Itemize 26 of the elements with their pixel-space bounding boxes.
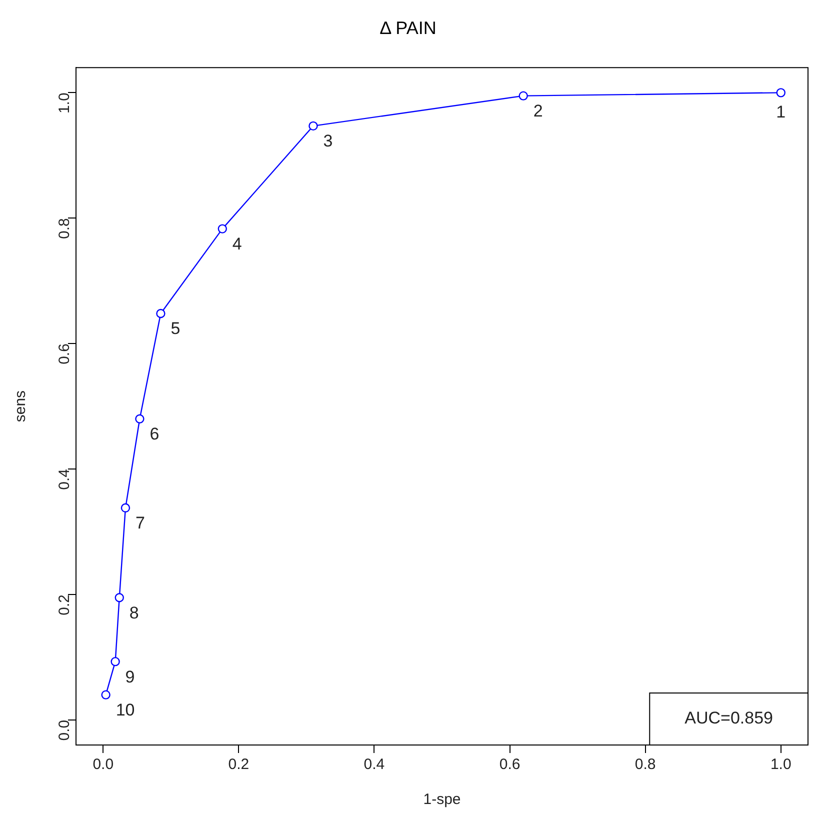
y-tick-label: 0.8 (56, 218, 74, 239)
annotation: 5 (170, 319, 180, 338)
x-tick-label: 1.0 (770, 756, 792, 774)
y-tick-label: 0.4 (56, 469, 74, 490)
annotation: 3 (323, 132, 333, 151)
chart-title: Δ PAIN (380, 18, 436, 38)
annotation: 2 (533, 102, 543, 121)
x-tick-label: 0.4 (364, 756, 385, 774)
x-tick-label: 0.8 (634, 756, 656, 774)
x-tick-label: 0.0 (92, 756, 114, 774)
annotation: 1 (776, 102, 786, 122)
annotation: 4 (232, 234, 242, 254)
y-axis-title: sens (12, 390, 30, 422)
y-tick-label: 0.0 (56, 720, 74, 741)
x-tick-label: 0.6 (499, 756, 520, 774)
annotation: 10 (116, 700, 135, 720)
annotation: 9 (125, 667, 135, 686)
x-axis-title: 1-spe (423, 791, 461, 808)
y-tick-label: 0.2 (56, 594, 74, 616)
y-tick-label: 0.6 (56, 344, 74, 364)
y-tick-label: 1.0 (56, 92, 74, 114)
annotation: 7 (135, 514, 145, 533)
annotation: AUC=0.859 (684, 708, 774, 728)
annotation: 8 (129, 603, 139, 622)
annotation: 6 (150, 424, 160, 444)
x-tick-label: 0.2 (228, 756, 250, 774)
